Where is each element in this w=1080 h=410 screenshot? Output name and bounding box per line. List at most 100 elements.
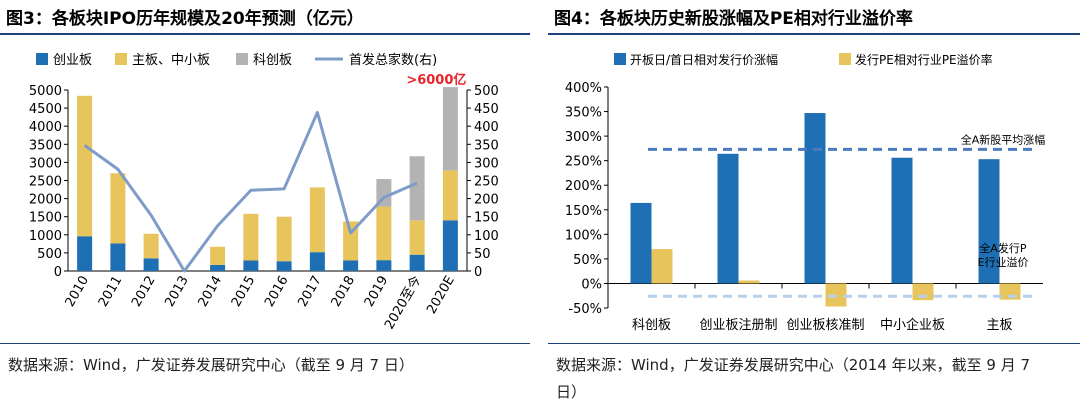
x-tick-label: 创业板核准制 [786,318,864,333]
bar-发行PE相对行业PE溢价率-科创板 [651,249,673,284]
bar-创业板-2020至今 [409,254,425,271]
legend-swatch-科创板 [236,53,248,65]
bar-开板日-首日相对发行价涨幅-科创板 [630,202,652,284]
bar-主板-中小板-2012 [143,233,159,259]
legend-swatch-发行PE相对行业PE溢价率 [839,53,851,65]
reference-label-pe-premium-1: 全A发行P [979,241,1027,255]
x-tick-label: 主板 [986,318,1012,333]
left-y-tick-label: 4500 [29,102,62,117]
bar-开板日-首日相对发行价涨幅-创业板注册制 [717,153,739,284]
left-y-tick-label: 4000 [29,120,62,135]
legend-label-创业板: 创业板 [53,53,92,68]
left-chart-panel: 图3：各板块IPO历年规模及20年预测（亿元） 0 500 1000 1500 2000… [0,0,530,410]
x-tick-label: 中小企业板 [880,317,945,333]
bar-主板-中小板-2017 [309,187,325,253]
bar-创业板-2011 [110,243,126,271]
x-tick-label: 科创板 [632,318,671,333]
y-tick-label: 250% [565,155,602,170]
y-tick-label: 200% [565,179,602,194]
left-chart-title: 图3：各板块IPO历年规模及20年预测（亿元） [6,9,364,29]
x-tick-label: 2016 [262,274,292,310]
bar-开板日-首日相对发行价涨幅-创业板核准制 [804,113,826,284]
right-y-tick-label: 100 [474,229,499,244]
bar-主板-中小板-2010 [77,95,93,237]
right-source-rule [548,343,1080,344]
bar-主板-中小板-2016 [276,216,292,262]
x-tick-label: 2010 [63,274,93,310]
bar-创业板-2010 [77,236,93,271]
right-chart-title: 图4：各板块历史新股涨幅及PE相对行业溢价率 [554,9,913,29]
legend-label-主板-中小板: 主板、中小板 [132,53,210,68]
left-y-tick-label: 2000 [29,193,62,208]
left-y-tick-label: 500 [37,247,62,262]
bar-主板-中小板-2015 [243,213,259,261]
right-y-tick-label: 400 [474,120,499,135]
y-tick-label: 150% [565,204,602,219]
right-y-tick-label: 450 [474,102,499,117]
legend-label-科创板: 科创板 [253,53,292,68]
y-tick-label: 0% [581,277,602,292]
left-chart-svg: 0500100015002000250030003500400045005000… [29,52,499,332]
right-y-tick-label: 150 [474,211,499,226]
x-tick-label: 2020E [424,274,458,317]
bar-创业板-2018 [343,260,359,271]
x-tick-label: 2019 [362,274,392,310]
bar-主板-中小板-2011 [110,173,126,244]
legend-swatch-主板-中小板 [115,53,127,65]
left-y-tick-label: 3000 [29,156,62,171]
right-chart-source: 数据来源：Wind，广发证券发展研究中心（2014 年以来，截至 9 月 7 日… [556,356,1031,401]
y-tick-label: 400% [565,81,602,96]
left-y-tick-label: 5000 [29,84,62,99]
x-tick-label: 2015 [229,274,259,310]
left-y-tick-label: 1000 [29,229,62,244]
left-chart-source: 数据来源：Wind，广发证券发展研究中心（截至 9 月 7 日） [8,356,414,374]
x-tick-label: 2018 [329,274,359,310]
bar-开板日-首日相对发行价涨幅-中小企业板 [891,157,913,284]
reference-label-new-share-avg: 全A新股平均涨幅 [961,132,1046,146]
right-y-tick-label: 250 [474,175,499,190]
right-chart-panel: 图4：各板块历史新股涨幅及PE相对行业溢价率 -50% 0% 50% 100% 150%… [548,0,1080,410]
x-tick-label: 2014 [196,274,226,310]
bar-科创板-2020至今 [409,156,425,221]
bar-创业板-2020E [442,220,458,271]
bar-创业板-2015 [243,260,259,271]
y-tick-label: 50% [573,253,602,268]
reference-label-pe-premium-2: E行业溢价 [978,255,1029,269]
x-tick-label: 2013 [162,274,192,310]
x-tick-label: 2011 [96,274,126,310]
right-y-tick-label: 350 [474,138,499,153]
y-tick-label: -50% [568,302,602,317]
right-chart-svg: -50% 0% 50% 100% 150% 200% 250% 300% 350% 400% 科创板… [565,52,1046,333]
legend-swatch-开板日-首日相对发行价涨幅 [614,53,626,65]
y-tick-label: 100% [565,228,602,243]
left-title-rule [0,33,530,35]
bar-创业板-2019 [376,260,392,271]
right-y-tick-label: 200 [474,193,499,208]
annotation-6000: >6000亿 [406,72,466,88]
left-y-tick-label: 3500 [29,138,62,153]
right-y-tick-label: 300 [474,156,499,171]
x-tick-label: 创业板注册制 [699,318,777,333]
right-y-tick-label: 50 [474,247,491,262]
bar-科创板-2020E [442,87,458,171]
bar-创业板-2012 [143,258,159,271]
right-title-rule [548,33,1080,35]
bar-创业板-2017 [309,252,325,271]
bar-主板-中小板-2020E [442,170,458,221]
line-series-ipo-count [83,110,418,273]
left-y-tick-label: 1500 [29,211,62,226]
bar-开板日-首日相对发行价涨幅-主板 [978,159,1000,284]
legend-label-line: 首发总家数(右) [349,52,437,68]
legend-swatch-创业板 [36,53,48,65]
bar-发行PE相对行业PE溢价率-中小企业板 [912,283,934,301]
bar-主板-中小板-2020至今 [409,220,425,255]
y-tick-label: 350% [565,106,602,121]
bar-发行PE相对行业PE溢价率-创业板注册制 [738,280,760,284]
bar-创业板-2014 [210,264,226,271]
bar-创业板-2016 [276,261,292,271]
x-tick-label: 2017 [295,274,325,310]
left-y-tick-label: 2500 [29,175,62,190]
bar-主板-中小板-2019 [376,206,392,261]
legend-label-发行PE相对行业PE溢价率: 发行PE相对行业PE溢价率 [855,52,993,67]
y-tick-label: 300% [565,130,602,145]
